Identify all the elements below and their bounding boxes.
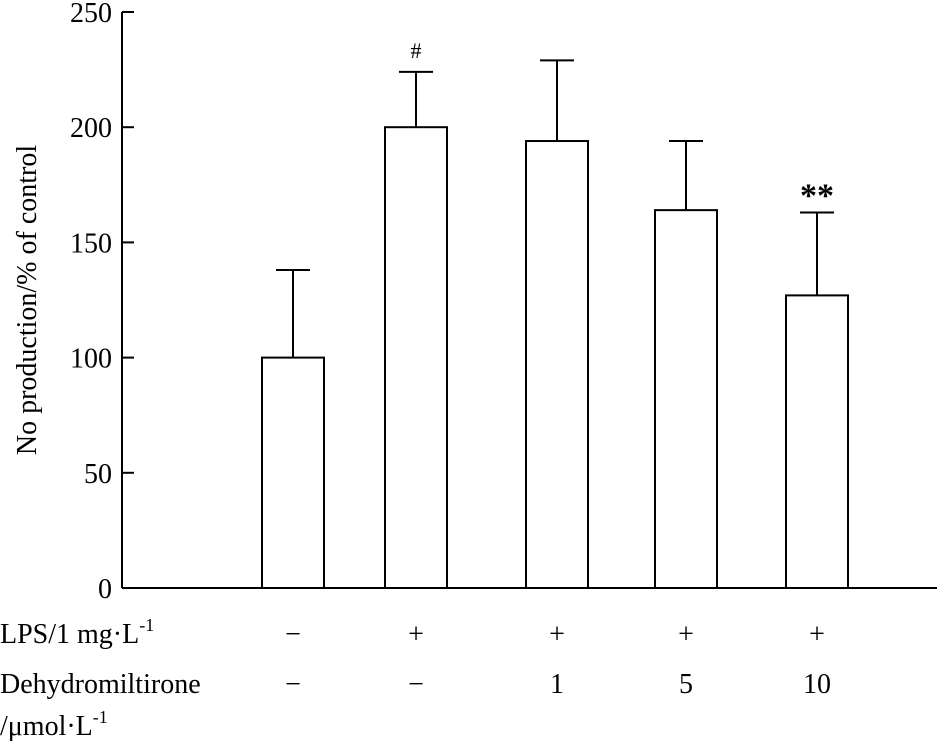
bar bbox=[525, 140, 589, 590]
condition-value: + bbox=[678, 619, 694, 650]
bar bbox=[261, 356, 325, 589]
lps-row-label: LPS/1 mg·L-1 bbox=[0, 615, 154, 650]
y-axis: 0 50 100 150 200 250 bbox=[70, 0, 134, 605]
condition-value: 1 bbox=[550, 669, 564, 700]
significance-mark: ** bbox=[800, 177, 834, 214]
condition-value: + bbox=[549, 619, 565, 650]
y-tick-label: 100 bbox=[70, 344, 112, 375]
significance-mark: # bbox=[411, 38, 422, 63]
condition-value: − bbox=[408, 669, 424, 700]
bar bbox=[384, 126, 448, 589]
condition-value: + bbox=[809, 619, 825, 650]
y-tick-label: 150 bbox=[70, 228, 112, 259]
condition-value: 5 bbox=[679, 669, 693, 700]
significance-annotations: # ** bbox=[411, 38, 835, 215]
condition-value: + bbox=[408, 619, 424, 650]
bar bbox=[654, 209, 718, 589]
y-tick-label: 250 bbox=[70, 0, 112, 29]
y-axis-label: No production/% of control bbox=[12, 145, 43, 455]
dehydromiltirone-unit-label: /μmol·L-1 bbox=[0, 707, 108, 742]
condition-value: 10 bbox=[803, 669, 831, 700]
bar bbox=[785, 294, 849, 589]
condition-value: − bbox=[285, 619, 301, 650]
error-bars bbox=[276, 59, 834, 358]
y-tick-label: 200 bbox=[70, 113, 112, 144]
y-tick-label: 50 bbox=[84, 459, 112, 490]
y-tick-label: 0 bbox=[98, 574, 112, 605]
dehydromiltirone-row-label: Dehydromiltirone bbox=[0, 669, 201, 700]
condition-values: − + + + + − − 1 5 10 bbox=[285, 619, 831, 700]
condition-value: − bbox=[285, 669, 301, 700]
bars bbox=[261, 126, 849, 590]
condition-table: LPS/1 mg·L-1 Dehydromiltirone /μmol·L-1 … bbox=[0, 615, 831, 742]
